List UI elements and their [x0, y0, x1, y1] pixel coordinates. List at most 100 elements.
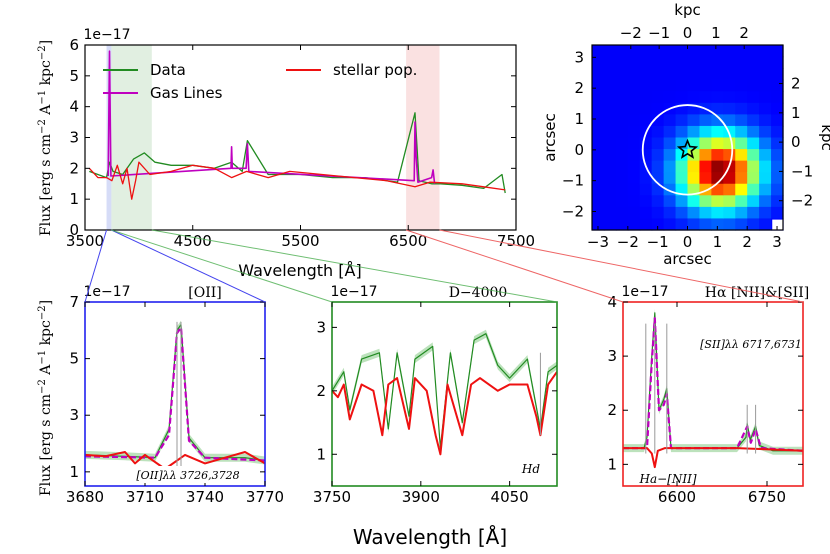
- heatmap-cell: [747, 114, 760, 127]
- heatmap-cell: [603, 183, 617, 196]
- heatmap-cell: [699, 195, 712, 208]
- heatmap-cell: [735, 149, 748, 162]
- heatmap-cell: [747, 102, 760, 115]
- heatmap-cell: [759, 172, 772, 185]
- y-axis-title-part: −1: [37, 350, 48, 365]
- heatmap-cell: [627, 56, 641, 69]
- top-tick-label: 1: [711, 24, 721, 42]
- right-tick-label: −2: [791, 192, 813, 210]
- heatmap-cell: [687, 114, 701, 127]
- y-tick-label: 0: [574, 141, 584, 159]
- heatmap-cell: [747, 79, 760, 92]
- heatmap-cell: [627, 218, 641, 231]
- heatmap-cell: [639, 183, 653, 196]
- y-axis-title-part: ]: [38, 300, 54, 305]
- heatmap-cell: [759, 68, 772, 81]
- heatmap-cell: [592, 172, 605, 185]
- heatmap-cell: [603, 114, 617, 127]
- heatmap-cell: [759, 102, 772, 115]
- heatmap-cell: [592, 102, 605, 115]
- heatmap-cell: [747, 91, 760, 104]
- heatmap-cell: [723, 45, 736, 58]
- series-line-stellar-pop-: [623, 447, 803, 469]
- heatmap-cell: [675, 91, 689, 104]
- heatmap-cell: [615, 218, 629, 231]
- heatmap-cell: [699, 137, 712, 150]
- heatmap-cell: [759, 125, 772, 139]
- connector-line: [151, 229, 558, 303]
- y-axis-title-part: Flux [erg s cm: [38, 134, 54, 236]
- heatmap-cell: [651, 91, 665, 104]
- heatmap-cell: [759, 218, 772, 231]
- heatmap-cell: [711, 149, 724, 162]
- heatmap-cell: [711, 195, 724, 208]
- heatmap-cell: [723, 68, 736, 81]
- heatmap-cell: [639, 68, 653, 81]
- heatmap-cell: [651, 102, 665, 115]
- right-tick-label: 2: [791, 75, 801, 93]
- heatmap-cell: [723, 172, 736, 185]
- heatmap-cell: [592, 68, 605, 81]
- heatmap-cell: [663, 206, 677, 220]
- heatmap-cell: [675, 114, 689, 127]
- heatmap-cell: [663, 149, 677, 162]
- heatmap-cell: [639, 114, 653, 127]
- heatmap-cell: [735, 195, 748, 208]
- series-band-data: [85, 320, 265, 465]
- x-tick-label: 2: [742, 233, 752, 251]
- y-tick-label: 1: [607, 455, 617, 473]
- heatmap-cell: [759, 45, 772, 58]
- series-line-data: [332, 333, 557, 449]
- y-axis-title-part: −2: [37, 45, 48, 60]
- heatmap-cell: [711, 160, 724, 173]
- heatmap-cell: [675, 195, 689, 208]
- heatmap-cell: [675, 218, 689, 231]
- heatmap-cell: [771, 91, 784, 104]
- heatmap-cell: [651, 149, 665, 162]
- heatmap-cell: [639, 79, 653, 92]
- heatmap-cell: [615, 102, 629, 115]
- heatmap-cell: [711, 102, 724, 115]
- heatmap-cell: [723, 149, 736, 162]
- heatmap-cell: [627, 102, 641, 115]
- y-axis-title-part: A: [38, 364, 54, 379]
- x-tick-label: 5500: [281, 232, 319, 250]
- annotation-label: Ha−[NII]: [638, 472, 696, 486]
- heatmap-cell: [747, 206, 760, 220]
- highlight-band: [111, 45, 152, 230]
- connector-line: [111, 229, 266, 303]
- exponent-label: 1e−17: [330, 284, 377, 300]
- legend-label: Gas Lines: [150, 84, 223, 102]
- heatmap-cell: [747, 68, 760, 81]
- heatmap-cell: [592, 137, 605, 150]
- heatmap-cell: [639, 91, 653, 104]
- y-axis-title-part: Flux [erg s cm: [38, 394, 54, 496]
- heatmap-cell: [771, 206, 784, 220]
- y-tick-label: 3: [607, 347, 617, 365]
- heatmap-cell: [771, 114, 784, 127]
- heatmap-cell: [771, 68, 784, 81]
- plot-frame: [331, 301, 558, 487]
- heatmap-cell: [699, 114, 712, 127]
- x-tick-label: 4050: [491, 488, 529, 506]
- top-tick-label: −1: [648, 24, 670, 42]
- heatmap-cell: [592, 91, 605, 104]
- heatmap-cell: [675, 79, 689, 92]
- heatmap-cell: [675, 68, 689, 81]
- y-tick-label: 4: [69, 98, 79, 116]
- heatmap-cell: [747, 195, 760, 208]
- annotation-label: [OII]λλ 3726,3728: [136, 469, 239, 482]
- heatmap-cell: [663, 160, 677, 173]
- shared-x-axis-title: Wavelength [Å]: [353, 525, 507, 549]
- heatmap-cell: [663, 172, 677, 185]
- connector-line: [111, 229, 333, 303]
- heatmap-cell: [735, 114, 748, 127]
- x-tick-label: 1: [713, 233, 723, 251]
- heatmap-cell: [711, 68, 724, 81]
- annotation-box: [125, 466, 255, 483]
- heatmap-cell: [603, 45, 617, 58]
- heatmap-cell: [615, 114, 629, 127]
- heatmap-cell: [639, 218, 653, 231]
- heatmap-cell: [592, 195, 605, 208]
